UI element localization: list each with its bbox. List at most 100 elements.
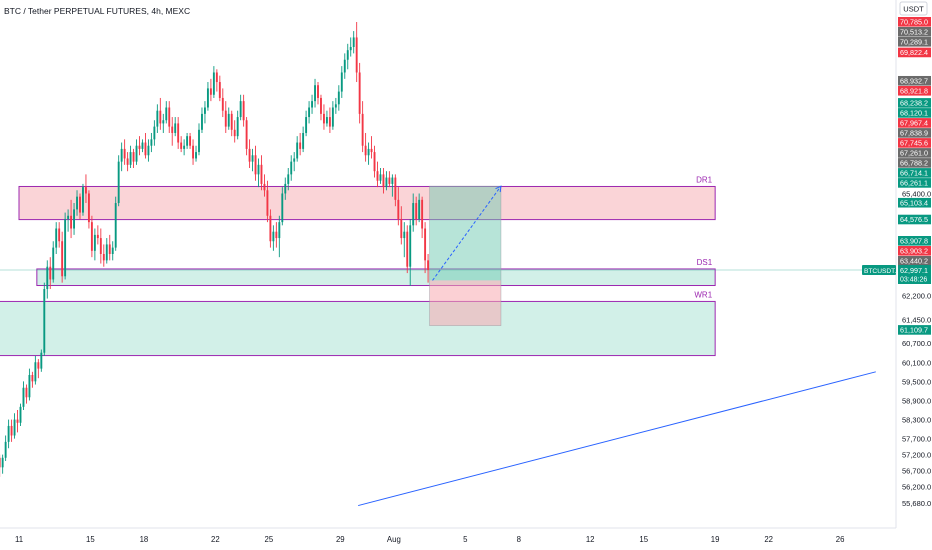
current-price-box [898,265,931,284]
candle [412,193,415,232]
candle [340,66,343,98]
candle-body [343,59,346,73]
candle-body [1,457,4,468]
y-tick-label: 56,200.0 [902,482,931,491]
price-label-text: 67,838.9 [900,129,928,138]
candle [293,152,296,172]
candle [58,222,61,248]
x-tick-label: 11 [15,535,23,544]
candle-body [52,247,55,280]
candle-body [206,88,209,108]
candle-body [46,266,49,290]
price-label-bg [898,255,931,266]
x-tick-label: 15 [86,535,95,544]
candle [171,117,174,146]
price-label: 63,440.2 [898,255,931,266]
candle-body [287,174,290,184]
candle [320,94,322,121]
position-tool[interactable] [429,185,502,326]
candle [117,155,120,207]
candle-body [13,419,16,436]
candle-body [230,113,233,130]
candle-body [278,222,281,239]
candle-body [147,145,150,156]
candle [132,148,135,169]
candle-body [373,152,376,172]
candle-body [93,234,96,251]
countdown-text: 03:48:26 [900,277,927,284]
candle [120,142,123,172]
y-tick-label: 57,200.0 [902,451,931,460]
candle-body [168,107,171,127]
candle [19,403,22,426]
candle-body [43,289,46,353]
zone-label-wr1: WR1 [694,290,712,299]
candle [308,101,311,124]
candle [382,168,385,194]
candle [367,142,370,165]
candle-body [248,148,251,162]
candle-body [0,457,1,468]
price-label-text: 63,903.2 [900,246,928,255]
x-tick-label: 22 [764,535,773,544]
price-label-text: 63,907.8 [900,236,928,245]
candle [257,158,260,188]
candle [343,53,346,79]
candle [61,231,64,283]
candle [55,222,58,254]
candle [138,136,141,156]
candle [168,101,171,133]
candle-body [64,218,67,277]
position-stop-area[interactable] [429,280,501,326]
candle-body [212,72,215,95]
zone-label-dr1: DR1 [696,175,713,184]
candle-body [177,123,180,143]
price-label: 66,261.1 [898,178,931,188]
candle [186,132,189,149]
candle-body [245,120,248,149]
candle [376,161,379,188]
time-axis[interactable]: 11 15 18 22 25 29 Aug 5 8 12 15 19 22 26 [15,535,844,544]
candle [183,139,186,156]
candle-body [218,82,221,98]
candle-body [320,97,322,114]
x-tick-label: 5 [463,535,468,544]
trend-line[interactable] [358,371,876,507]
projection-arrow-head [495,185,502,193]
price-label-text: 68,120.1 [900,109,928,118]
candle [370,136,373,159]
position-profit-area[interactable] [429,186,501,281]
candle [204,101,206,124]
price-label-bg [898,118,931,128]
current-price-marker: BTCUSDT.P 62,997.1 03:48:26 [862,265,931,284]
candle-body [7,425,10,442]
symbol-tag [862,265,896,275]
price-label-text: 66,261.1 [900,179,928,188]
price-label: 63,903.2 [898,245,931,256]
candle [64,212,67,280]
candle-body [138,145,141,149]
candle-body [82,187,84,213]
candle [379,168,382,184]
candle-body [150,139,153,146]
zone-dr1 [18,185,716,221]
candle-body [195,152,197,159]
candle-body [204,107,206,114]
y-tick-label: 58,900.0 [902,396,931,405]
price-label: 68,921.8 [898,85,931,96]
price-axis[interactable]: 65,400.0 62,200.0 61,450.0 60,700.0 60,100.0… [862,17,931,508]
candle [49,257,52,290]
currency-button[interactable]: USDT [899,1,928,16]
candle-body [314,85,316,102]
price-label-text: 69,822.4 [900,48,928,57]
candle-body [224,110,227,127]
candle [96,225,99,245]
candle [266,180,269,223]
candle-body [337,91,340,105]
price-label: 61,109.7 [898,325,931,335]
candle [73,203,75,235]
candle-body [4,441,7,458]
price-label-text: 63,440.2 [900,256,928,265]
y-tick-label: 61,450.0 [902,315,931,324]
